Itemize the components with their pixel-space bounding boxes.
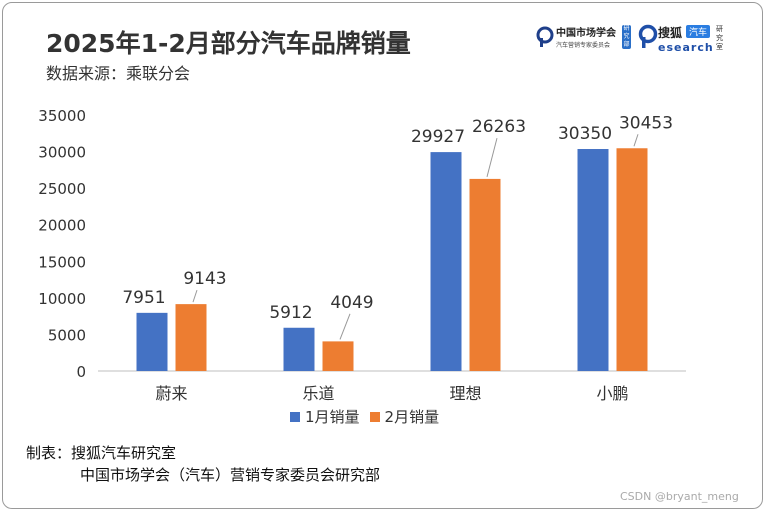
legend-swatch-feb xyxy=(369,411,380,422)
legend-label-feb: 2月销量 xyxy=(384,408,440,426)
logo-right-sub: esearch xyxy=(658,41,714,54)
y-tick-label: 20000 xyxy=(38,217,86,235)
sohu-research-logo-icon xyxy=(638,24,658,48)
legend-item-feb: 2月销量 xyxy=(369,406,440,427)
watermark: CSDN @bryant_meng xyxy=(620,490,739,503)
data-label: 4049 xyxy=(330,293,373,313)
data-label: 26263 xyxy=(472,117,526,137)
chart-subtitle: 数据来源：乘联分会 xyxy=(46,64,191,83)
data-label-leader xyxy=(486,137,498,178)
bar xyxy=(283,327,315,371)
chart-title: 2025年1-2月部分汽车品牌销量 xyxy=(46,29,411,58)
bar xyxy=(175,304,207,371)
logo-group: 中国市场学会 汽车营销专家委员会 研究部 搜狐 汽车 esearch 研究室 xyxy=(536,22,736,56)
data-label: 9143 xyxy=(183,269,226,289)
data-label: 7951 xyxy=(122,288,165,308)
logo-left-side: 研究部 xyxy=(622,25,631,49)
y-tick-label: 25000 xyxy=(38,180,86,198)
logo-right-name: 搜狐 xyxy=(658,26,683,40)
bar xyxy=(136,312,168,371)
data-label-leader xyxy=(192,289,198,303)
data-label: 5912 xyxy=(269,303,312,323)
data-label-leader xyxy=(339,313,351,340)
credit-line-2: 中国市场学会（汽车）营销专家委员会研究部 xyxy=(80,466,381,484)
bar xyxy=(469,178,501,371)
x-tick-label: 小鹏 xyxy=(596,384,628,403)
bar xyxy=(322,341,354,371)
chart-legend: 1月销量 2月销量 xyxy=(290,406,439,427)
data-label-leader xyxy=(633,134,639,147)
credit-line-1: 制表：搜狐汽车研究室 xyxy=(26,444,177,462)
y-tick-label: 15000 xyxy=(38,253,86,271)
market-society-logo-icon xyxy=(536,26,554,47)
legend-swatch-jan xyxy=(290,411,300,422)
x-tick-label: 蔚来 xyxy=(155,384,187,403)
x-tick-label: 理想 xyxy=(449,384,481,403)
data-label: 30350 xyxy=(558,124,612,144)
y-tick-label: 30000 xyxy=(38,144,86,162)
bar xyxy=(430,152,462,371)
bar xyxy=(577,149,609,371)
data-label: 29927 xyxy=(411,127,465,147)
x-tick-label: 乐道 xyxy=(302,384,334,403)
y-tick-label: 0 xyxy=(76,363,86,381)
logo-left-name: 中国市场学会 xyxy=(556,28,616,39)
y-tick-label: 10000 xyxy=(38,290,86,308)
logo-right-tag: 汽车 xyxy=(686,25,711,38)
y-tick-label: 35000 xyxy=(38,107,86,125)
data-label: 30453 xyxy=(619,113,673,133)
logo-right-side: 研究室 xyxy=(716,25,723,51)
y-tick-label: 5000 xyxy=(48,326,86,344)
legend-label-jan: 1月销量 xyxy=(305,408,360,426)
bar xyxy=(616,148,648,371)
legend-item-jan: 1月销量 xyxy=(290,406,360,427)
logo-left-sub: 汽车营销专家委员会 xyxy=(556,42,611,49)
